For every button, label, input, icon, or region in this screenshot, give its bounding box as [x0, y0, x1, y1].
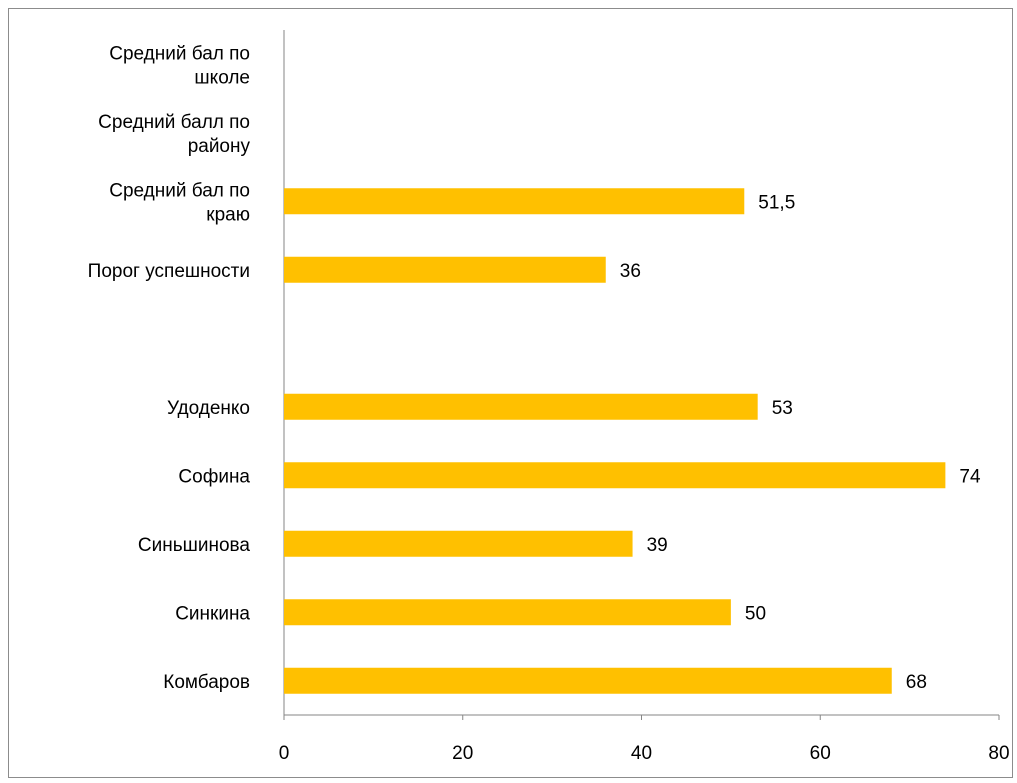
- bar: [284, 667, 892, 694]
- data-label: 36: [620, 261, 641, 282]
- x-tick-label: 80: [988, 743, 1009, 764]
- x-tick-label: 0: [279, 743, 290, 764]
- data-label: 74: [959, 466, 981, 487]
- bar: [284, 393, 758, 420]
- x-tick-label: 40: [631, 743, 652, 764]
- category-label: Порог успешности: [88, 261, 250, 282]
- category-label: Средний бал по краю: [109, 180, 250, 225]
- chart-frame: [8, 8, 1013, 778]
- category-label: Комбаров: [163, 672, 250, 693]
- data-label: 51,5: [758, 192, 795, 213]
- bar: [284, 462, 946, 489]
- data-label: 53: [772, 398, 793, 419]
- category-label: Синкина: [175, 603, 250, 624]
- data-label: 50: [745, 603, 766, 624]
- data-label: 68: [906, 672, 927, 693]
- category-label: Средний бал по школе: [109, 43, 250, 88]
- x-tick-label: 60: [810, 743, 831, 764]
- category-label: Софина: [178, 466, 250, 487]
- data-label: 39: [647, 535, 668, 556]
- category-label: Средний балл по району: [98, 112, 250, 157]
- bar: [284, 256, 606, 283]
- bar: [284, 599, 731, 626]
- x-tick-label: 20: [452, 743, 473, 764]
- bar: [284, 530, 633, 557]
- category-label: Удоденко: [167, 398, 250, 419]
- category-label: Синьшинова: [138, 535, 251, 556]
- bar: [284, 188, 745, 215]
